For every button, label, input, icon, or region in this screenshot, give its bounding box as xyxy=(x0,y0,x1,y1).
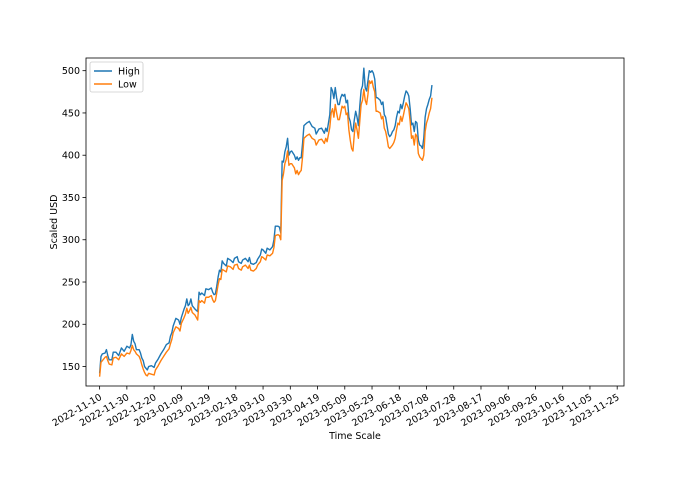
y-axis-label: Scaled USD xyxy=(49,195,60,250)
y-tick-label: 200 xyxy=(62,320,80,331)
legend-label-low: Low xyxy=(118,80,137,91)
series-line-high xyxy=(98,67,433,374)
y-tick-label: 450 xyxy=(62,108,80,119)
y-tick-label: 500 xyxy=(62,66,80,77)
legend-label-high: High xyxy=(118,67,140,78)
plot-frame xyxy=(85,57,625,387)
plot-area xyxy=(86,58,624,386)
x-axis-ticks: 2022-11-102022-11-302022-12-202023-01-09… xyxy=(51,386,622,429)
y-tick-label: 250 xyxy=(62,277,80,288)
legend: High Low xyxy=(89,61,144,93)
series-line-low xyxy=(98,80,433,377)
y-tick-label: 400 xyxy=(62,151,80,162)
y-tick-label: 300 xyxy=(62,235,80,246)
y-tick-label: 350 xyxy=(62,193,80,204)
y-tick-label: 150 xyxy=(62,362,80,373)
y-axis-ticks: 150 200 250 300 350 400 450 500 xyxy=(62,66,86,373)
series-layer xyxy=(98,67,433,377)
x-axis-label: Time Scale xyxy=(328,431,381,442)
